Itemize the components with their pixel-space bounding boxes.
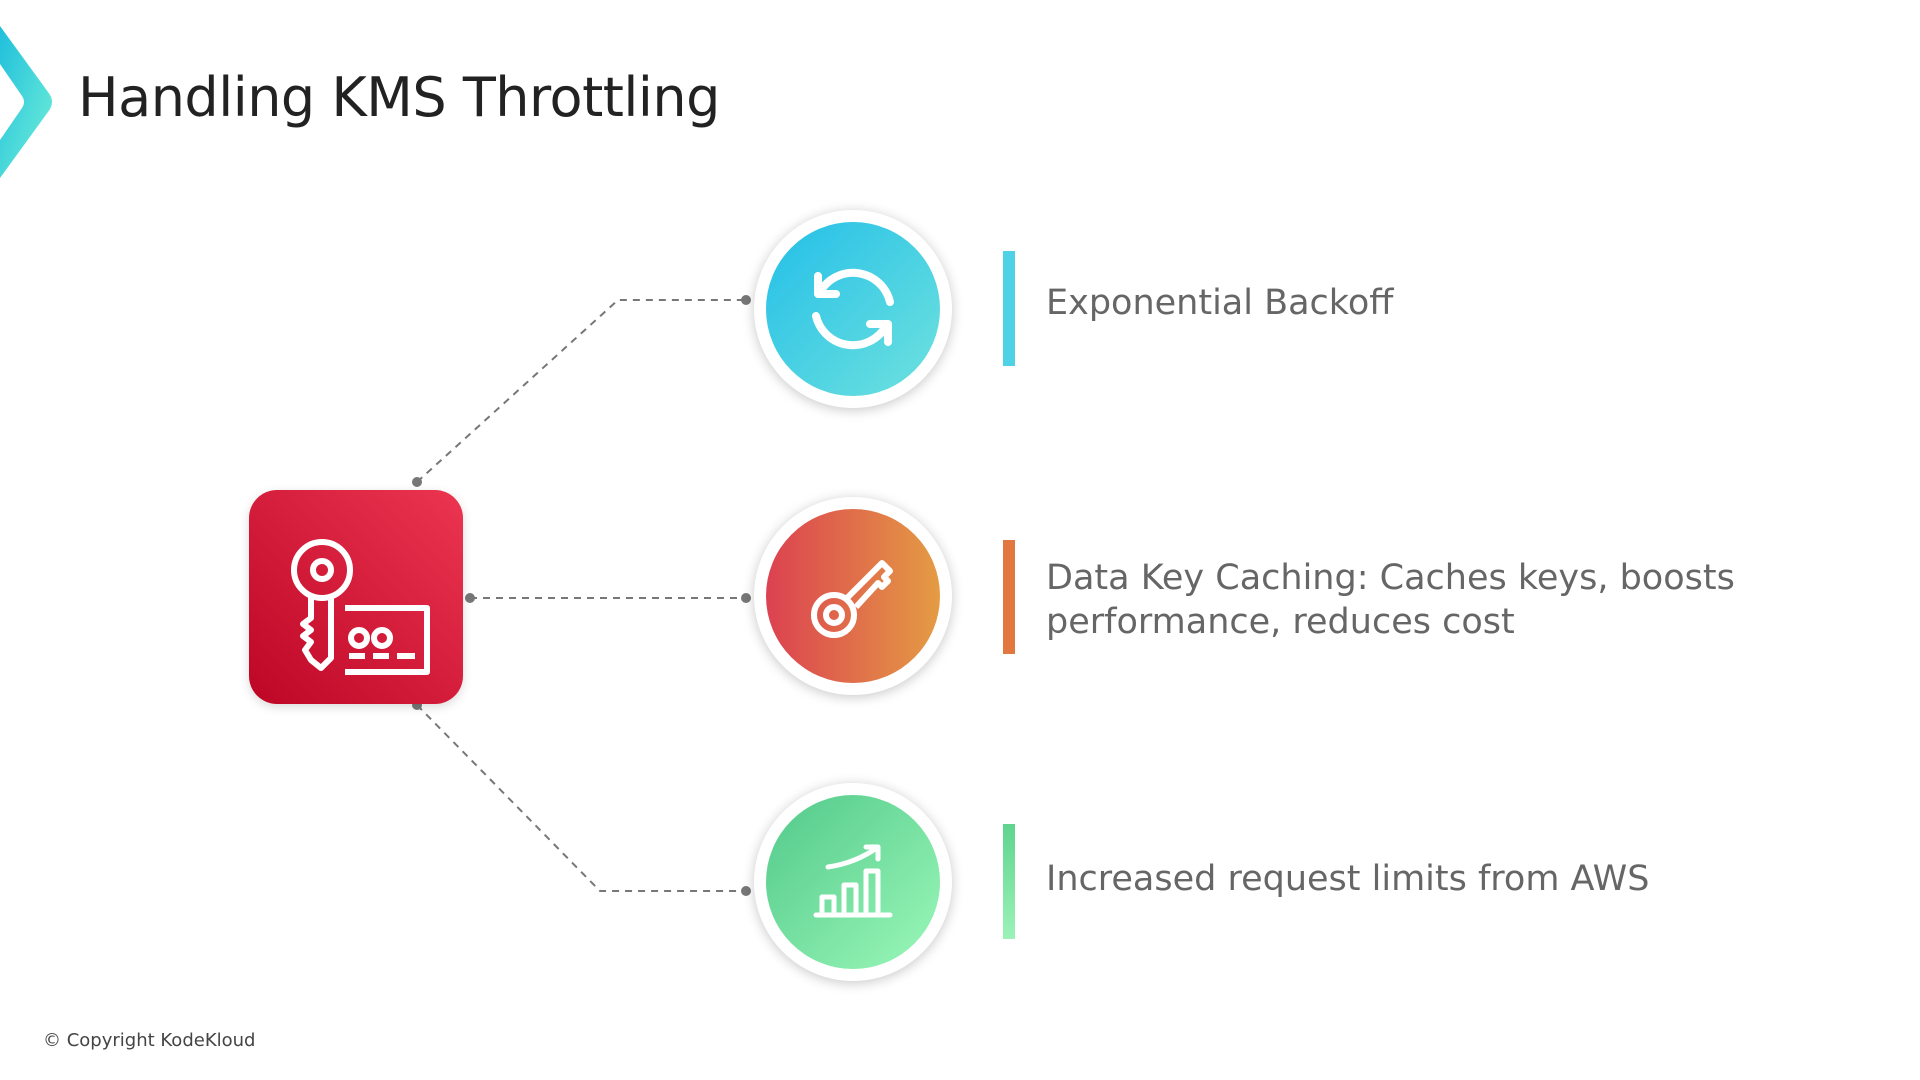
connector-bottom bbox=[416, 704, 746, 892]
accent-bar-orange bbox=[1003, 540, 1015, 654]
connector-top bbox=[416, 299, 746, 483]
item-text-data-key-caching: Data Key Caching: Caches keys, boosts pe… bbox=[1046, 556, 1735, 644]
connector-dot bbox=[741, 295, 751, 305]
accent-bar-green bbox=[1003, 824, 1015, 939]
connector-dot bbox=[412, 477, 422, 487]
key-icon bbox=[766, 509, 940, 683]
request-limits-circle bbox=[754, 783, 952, 981]
refresh-cycle-icon bbox=[766, 222, 940, 396]
aws-kms-key-icon bbox=[249, 490, 463, 704]
data-key-caching-circle bbox=[754, 497, 952, 695]
connector-dot bbox=[465, 593, 475, 603]
item-text-exponential-backoff: Exponential Backoff bbox=[1046, 283, 1394, 323]
item-text-request-limits: Increased request limits from AWS bbox=[1046, 859, 1650, 899]
chevron-decoration-icon bbox=[0, 26, 52, 178]
exponential-backoff-circle bbox=[754, 210, 952, 408]
bar-chart-growth-icon bbox=[766, 795, 940, 969]
accent-bar-blue bbox=[1003, 251, 1015, 366]
item-text-line: Data Key Caching: Caches keys, boosts bbox=[1046, 558, 1735, 598]
connector-dot bbox=[741, 886, 751, 896]
item-text-line: performance, reduces cost bbox=[1046, 602, 1515, 642]
copyright-footer: © Copyright KodeKloud bbox=[43, 1030, 256, 1051]
page-title: Handling KMS Throttling bbox=[78, 66, 720, 129]
connector-dot bbox=[741, 593, 751, 603]
